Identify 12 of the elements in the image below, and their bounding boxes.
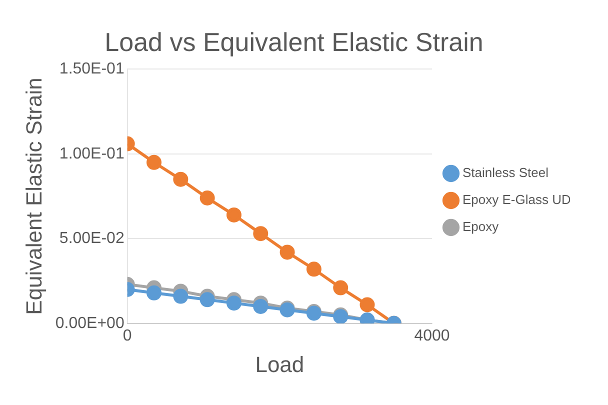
- legend-label: Epoxy: [462, 219, 500, 234]
- legend-label: Epoxy E-Glass UD: [462, 192, 571, 208]
- chart-title: Load vs Equivalent Elastic Strain: [104, 26, 484, 57]
- y-tick-label: 0.00E+00: [55, 314, 124, 332]
- y-tick-label: 5.00E-02: [59, 230, 124, 248]
- y-axis-title: Equivalent Elastic Strain: [21, 78, 46, 315]
- legend-label: Stainless Steel: [462, 165, 549, 180]
- x-tick-label: 0: [122, 327, 132, 344]
- x-tick-label: 4000: [414, 327, 450, 344]
- y-tick-label: 1.50E-01: [59, 60, 124, 78]
- y-tick-label: 1.00E-01: [59, 145, 124, 162]
- x-axis-title: Load: [255, 352, 304, 377]
